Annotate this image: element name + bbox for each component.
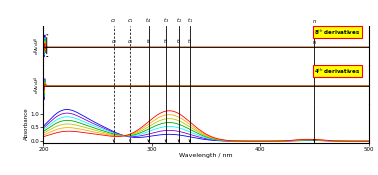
Text: $c_2$: $c_2$: [111, 38, 117, 46]
Y-axis label: d$^4$A/d$\lambda^4$: d$^4$A/d$\lambda^4$: [33, 75, 42, 94]
Text: $t_3$: $t_3$: [163, 38, 169, 46]
Text: $t_1$: $t_1$: [187, 38, 193, 46]
Text: $c_2$: $c_2$: [110, 17, 117, 25]
Text: $t_2$: $t_2$: [176, 16, 182, 25]
Text: $t_1$: $t_1$: [187, 16, 193, 25]
Text: $t_4$: $t_4$: [146, 16, 152, 25]
X-axis label: Wavelength / nm: Wavelength / nm: [179, 153, 233, 158]
Text: $n$: $n$: [312, 18, 317, 25]
Text: $n$: $n$: [312, 39, 317, 46]
Text: $t_4$: $t_4$: [146, 38, 152, 46]
Text: 8$^{th}$ derivatives: 8$^{th}$ derivatives: [314, 28, 360, 37]
Y-axis label: Absorbance: Absorbance: [24, 107, 29, 139]
Y-axis label: d$^8$A/d$\lambda^8$: d$^8$A/d$\lambda^8$: [33, 36, 42, 55]
Text: 4$^{th}$ derivatives: 4$^{th}$ derivatives: [314, 67, 360, 76]
Text: $c_1$: $c_1$: [127, 38, 133, 46]
Text: $t_3$: $t_3$: [163, 16, 169, 25]
Text: $t_2$: $t_2$: [176, 38, 182, 46]
Text: $c_1$: $c_1$: [127, 17, 134, 25]
